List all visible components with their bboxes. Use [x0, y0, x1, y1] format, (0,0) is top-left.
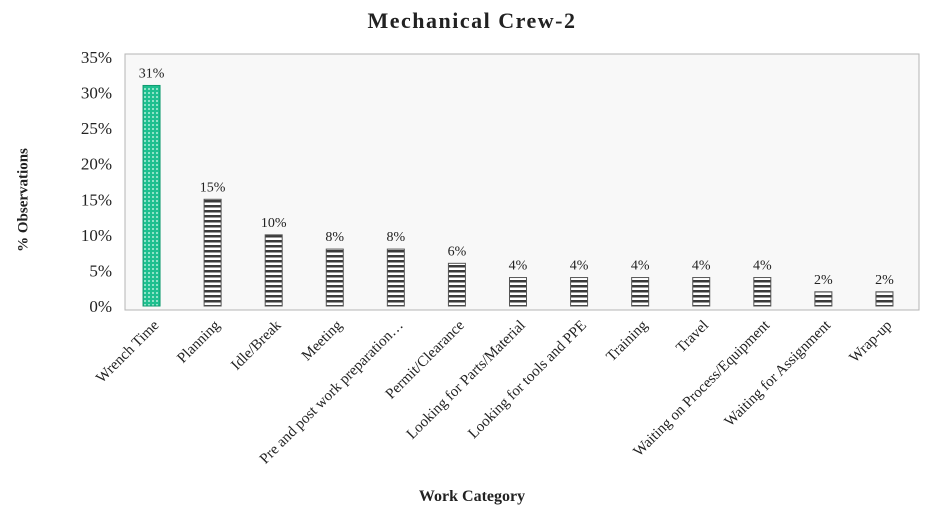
data-label: 15% — [200, 180, 226, 195]
data-label: 4% — [631, 259, 650, 274]
y-tick-label: 30% — [81, 84, 112, 103]
data-label: 2% — [814, 273, 833, 288]
x-tick-label: Wrap-up — [847, 318, 896, 367]
y-tick-label: 0% — [89, 297, 112, 316]
x-tick-label: Waiting for Assignment — [722, 317, 835, 430]
data-label: 4% — [570, 259, 589, 274]
y-tick-label: 25% — [81, 119, 112, 138]
bar — [203, 198, 222, 307]
x-tick-label: Travel — [673, 318, 712, 357]
data-label: 8% — [325, 230, 344, 245]
data-label: 8% — [387, 230, 406, 245]
y-tick-label: 15% — [81, 190, 112, 209]
data-labels: 31% 15% 10% 8% 8% 6% 4% 4% 4% 4% 4% 2% 2% — [139, 66, 894, 287]
x-tick-label: Wrench Time — [93, 317, 162, 386]
y-tick-label: 20% — [81, 155, 112, 174]
x-tick-label: Idle/Break — [228, 317, 284, 373]
x-tick-label: Training — [604, 317, 652, 365]
bar — [814, 291, 833, 307]
chart-title: Mechanical Crew-2 — [367, 8, 577, 33]
data-label: 10% — [261, 216, 287, 231]
data-label: 2% — [875, 273, 894, 288]
x-axis-ticks: Wrench Time Planning Idle/Break MeetingPre … — [93, 317, 895, 467]
x-tick-label: Planning — [174, 317, 223, 366]
data-label: 31% — [139, 66, 165, 81]
y-tick-label: 5% — [89, 261, 112, 280]
y-tick-label: 35% — [81, 48, 112, 67]
data-label: 6% — [448, 244, 467, 259]
bar — [631, 277, 650, 307]
bars — [142, 84, 894, 307]
bar — [142, 84, 161, 307]
bar — [447, 262, 466, 307]
bar — [875, 291, 894, 307]
bar — [753, 277, 772, 307]
bar — [509, 277, 527, 307]
data-label: 4% — [753, 259, 772, 274]
bar — [570, 277, 589, 307]
x-tick-label: Meeting — [299, 317, 346, 364]
x-tick-label: Looking for tools and PPE — [465, 318, 589, 442]
bar — [692, 277, 711, 307]
x-axis-label: Work Category — [418, 488, 526, 505]
data-label: 4% — [692, 259, 711, 274]
plot-area — [124, 53, 920, 311]
data-label: 4% — [509, 259, 528, 274]
bar — [386, 248, 405, 307]
x-tick-label: Looking for Parts/Material — [404, 318, 529, 443]
bar — [325, 248, 344, 307]
bar — [264, 234, 283, 307]
y-tick-label: 10% — [81, 226, 112, 245]
y-axis-ticks: 0% 5% 10% 15% 20% 25% 30% 35% — [81, 48, 112, 316]
